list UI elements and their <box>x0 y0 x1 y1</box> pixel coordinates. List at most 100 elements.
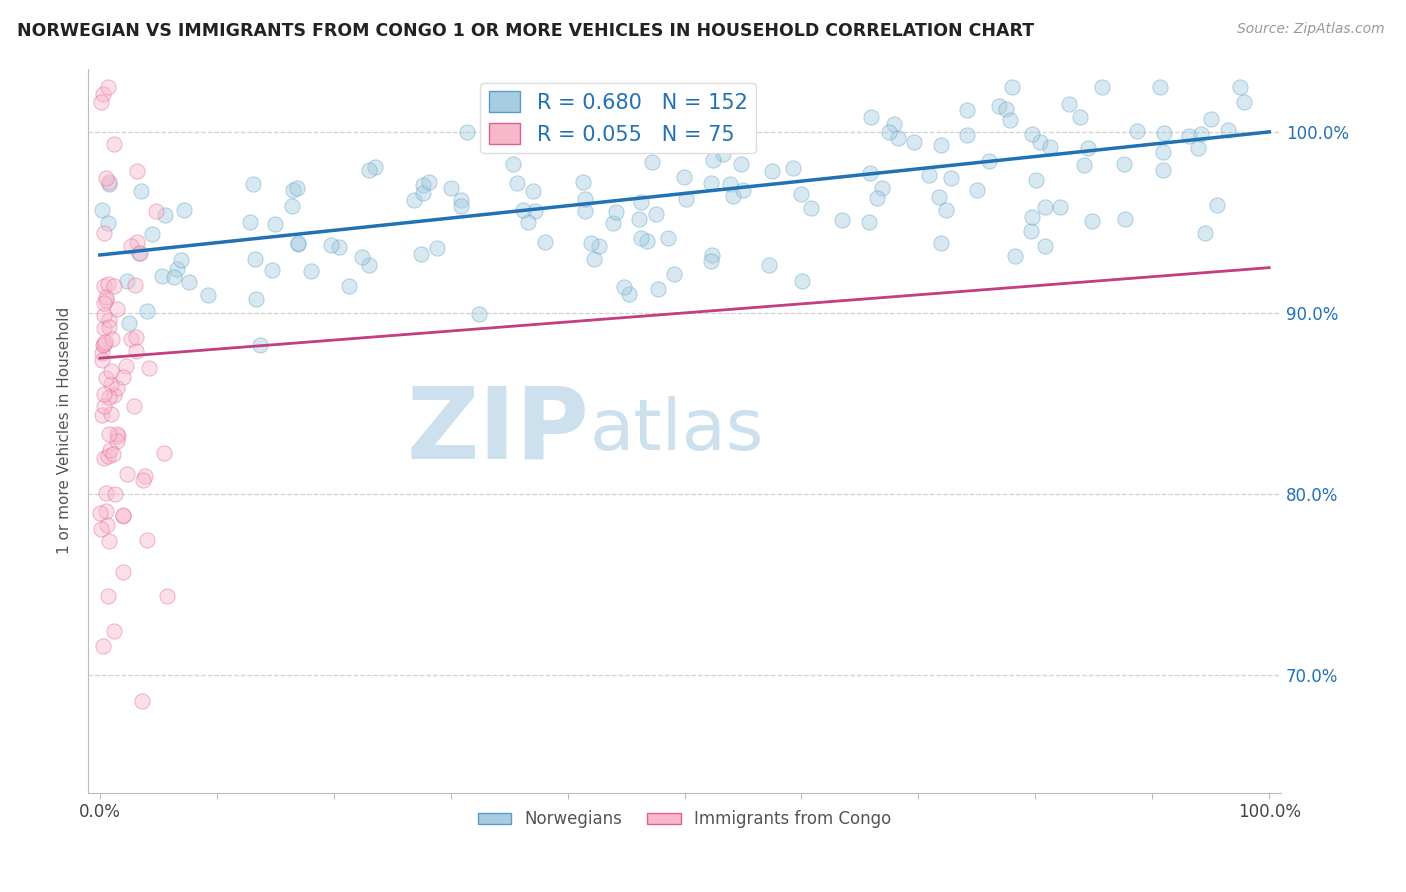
Point <box>1025 172 1047 186</box>
Point <box>287 235 309 250</box>
Point <box>859 110 882 124</box>
Point <box>1091 79 1114 94</box>
Point <box>101 446 124 460</box>
Point <box>1232 95 1254 110</box>
Point <box>1029 136 1052 150</box>
Point <box>285 181 308 195</box>
Point <box>125 235 148 249</box>
Point <box>107 381 129 395</box>
Point <box>319 238 342 252</box>
Point <box>93 387 115 401</box>
Point <box>98 427 121 442</box>
Point <box>350 250 373 264</box>
Point <box>700 248 723 262</box>
Point <box>700 253 723 268</box>
Point <box>645 206 668 220</box>
Point <box>131 184 153 198</box>
Point <box>105 427 128 442</box>
Point <box>91 338 114 352</box>
Point <box>1152 145 1174 159</box>
Point <box>100 332 122 346</box>
Point <box>657 231 679 245</box>
Point <box>93 337 115 351</box>
Point <box>1187 141 1209 155</box>
Point <box>468 307 491 321</box>
Point <box>605 205 627 219</box>
Point <box>1153 126 1175 140</box>
Point <box>1114 211 1136 226</box>
Point <box>105 434 128 449</box>
Point <box>1077 141 1099 155</box>
Point <box>524 203 547 218</box>
Point <box>966 183 988 197</box>
Point <box>100 377 122 392</box>
Point <box>150 269 173 284</box>
Point <box>166 261 188 276</box>
Point <box>170 252 193 267</box>
Point <box>104 487 127 501</box>
Point <box>1081 213 1104 227</box>
Point <box>249 338 271 352</box>
Point <box>118 316 141 330</box>
Point <box>1206 197 1229 211</box>
Point <box>426 242 449 256</box>
Point <box>402 193 425 207</box>
Point <box>636 234 658 248</box>
Point <box>506 177 529 191</box>
Point <box>90 352 112 367</box>
Point <box>263 217 285 231</box>
Point <box>572 175 595 189</box>
Point <box>96 290 118 304</box>
Point <box>93 279 115 293</box>
Point <box>1152 163 1174 178</box>
Point <box>103 624 125 639</box>
Point <box>359 163 381 178</box>
Legend: Norwegians, Immigrants from Congo: Norwegians, Immigrants from Congo <box>471 804 898 835</box>
Point <box>89 506 111 520</box>
Point <box>91 639 114 653</box>
Point <box>173 202 195 217</box>
Point <box>918 169 941 183</box>
Point <box>613 280 636 294</box>
Point <box>630 195 652 210</box>
Point <box>100 407 122 421</box>
Point <box>1039 139 1062 153</box>
Point <box>790 186 813 201</box>
Point <box>90 202 112 217</box>
Text: Source: ZipAtlas.com: Source: ZipAtlas.com <box>1237 22 1385 37</box>
Point <box>359 259 381 273</box>
Point <box>858 215 880 229</box>
Point <box>283 183 305 197</box>
Point <box>1112 157 1135 171</box>
Point <box>156 589 179 603</box>
Point <box>197 287 219 301</box>
Point <box>602 216 624 230</box>
Point <box>1229 79 1251 94</box>
Point <box>98 443 121 458</box>
Text: NORWEGIAN VS IMMIGRANTS FROM CONGO 1 OR MORE VEHICLES IN HOUSEHOLD CORRELATION C: NORWEGIAN VS IMMIGRANTS FROM CONGO 1 OR … <box>17 22 1033 40</box>
Point <box>641 154 664 169</box>
Point <box>93 87 115 102</box>
Point <box>93 320 115 334</box>
Point <box>242 178 264 192</box>
Point <box>647 282 669 296</box>
Point <box>883 117 905 131</box>
Point <box>107 428 129 442</box>
Point <box>761 164 783 178</box>
Point <box>281 199 304 213</box>
Point <box>239 215 262 229</box>
Point <box>98 177 121 191</box>
Point <box>702 136 724 151</box>
Point <box>111 370 134 384</box>
Point <box>1073 158 1095 172</box>
Point <box>105 302 128 317</box>
Point <box>100 363 122 377</box>
Point <box>1178 129 1201 144</box>
Point <box>153 446 176 460</box>
Point <box>412 178 434 193</box>
Point <box>456 125 478 139</box>
Point <box>702 153 724 167</box>
Point <box>1199 112 1222 127</box>
Point <box>103 388 125 402</box>
Point <box>718 177 741 191</box>
